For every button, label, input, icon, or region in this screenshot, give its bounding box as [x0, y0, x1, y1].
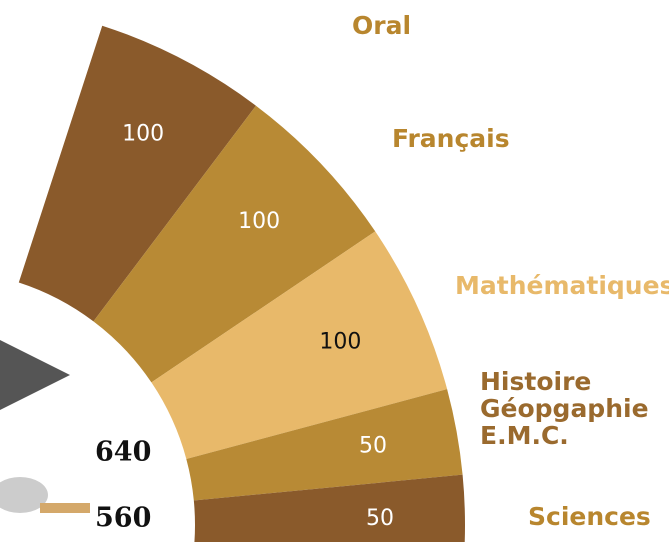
- value-label: 100: [122, 122, 164, 147]
- value-label: 100: [319, 330, 361, 355]
- value-label: 50: [366, 506, 394, 531]
- decoration: [40, 503, 90, 513]
- value-label: 100: [238, 209, 280, 234]
- scale-label: 640: [95, 437, 151, 468]
- category-label: Sciences: [528, 503, 651, 530]
- mortarboard: [0, 330, 70, 420]
- category-label: Oral: [352, 12, 411, 39]
- value-label: 50: [359, 434, 387, 459]
- scale-label: 560: [95, 503, 151, 534]
- infographic: 100 100 100 50 50 640 560 Oral Français Mathémat…: [0, 0, 669, 542]
- category-label: Mathématiques: [455, 272, 669, 299]
- category-label: Français: [392, 125, 510, 152]
- category-label: Histoire Géopgaphie E.M.C.: [480, 368, 649, 449]
